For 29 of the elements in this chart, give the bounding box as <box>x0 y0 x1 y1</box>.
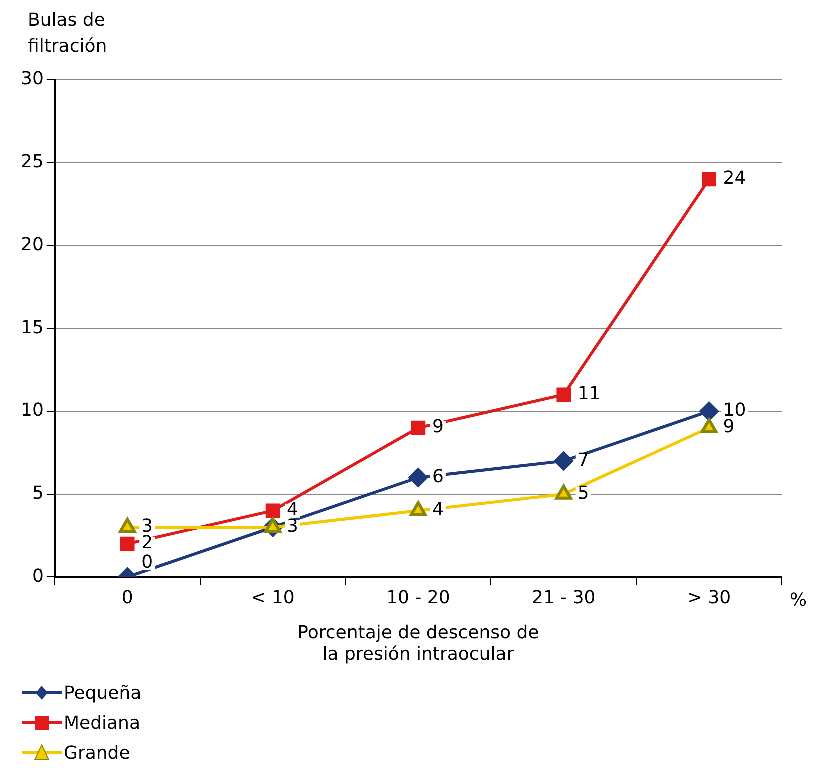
data-label: 3 <box>287 516 298 538</box>
x-tick-label: 21 - 30 <box>532 588 596 609</box>
data-label: 4 <box>432 500 444 521</box>
data-label: 7 <box>578 450 590 471</box>
y-axis-title: Bulas de filtración <box>28 9 108 59</box>
y-tick-label: 15 <box>21 317 44 338</box>
legend-label: Grande <box>64 742 130 764</box>
data-label: 6 <box>432 466 444 488</box>
y-tick-label: 5 <box>32 483 44 504</box>
text: % <box>790 590 808 611</box>
data-label: 2 <box>142 532 154 554</box>
y-tick-label: 10 <box>21 400 44 422</box>
data-label: 11 <box>578 384 601 405</box>
x-axis-title: Porcentaje de descenso de la presión intraocular <box>298 622 540 665</box>
x-tick-label: 10 - 20 <box>386 588 450 609</box>
data-label: 5 <box>578 483 590 504</box>
legend-label: Mediana <box>64 712 140 734</box>
data-label: 9 <box>432 416 444 438</box>
x-tick-label: > 30 <box>687 588 732 609</box>
data-label: 0 <box>142 552 154 573</box>
data-label: 9 <box>723 416 735 438</box>
x-tick-label: 0 <box>122 588 134 609</box>
legend-label: Pequeña <box>64 682 142 704</box>
y-tick-label: 30 <box>21 68 44 90</box>
data-label: 24 <box>723 168 746 190</box>
y-tick-label: 0 <box>32 566 44 587</box>
y-tick-label: 20 <box>21 234 44 256</box>
y-tick-label: 25 <box>21 152 44 173</box>
x-tick-label: < 10 <box>251 588 295 609</box>
